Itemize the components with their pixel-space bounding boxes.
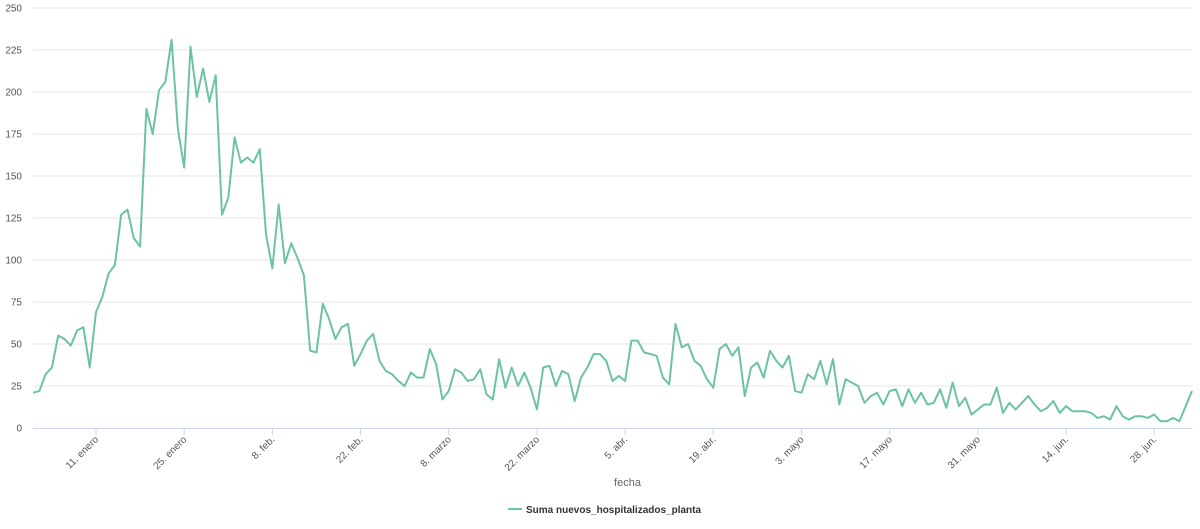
x-tick-label: 3. mayo: [774, 434, 807, 467]
y-axis-ticks: 0 25 50 75 100 125 150 175 200 225 250: [5, 4, 22, 435]
y-tick-label: 100: [5, 256, 22, 267]
x-tick-label: 14. jun.: [1040, 434, 1071, 465]
y-tick-label: 0: [16, 424, 22, 435]
x-tick-label: 22. feb.: [334, 434, 365, 465]
y-tick-label: 25: [11, 382, 23, 393]
x-tick-label: 8. marzo: [419, 434, 455, 470]
x-tick-label: 31. mayo: [946, 434, 983, 471]
x-tick-label: 8. feb.: [250, 434, 277, 461]
x-tick-label: 11. enero: [64, 434, 101, 471]
x-tick-label: 22. marzo: [503, 434, 543, 474]
y-tick-label: 225: [5, 46, 22, 57]
y-tick-label: 250: [5, 4, 22, 15]
y-tick-label: 200: [5, 88, 22, 99]
x-tick-label: 5. abr.: [603, 434, 630, 461]
legend[interactable]: Suma nuevos_hospitalizados_planta: [508, 505, 701, 516]
x-tick-label: 25. enero: [152, 434, 190, 472]
y-tick-label: 175: [5, 130, 22, 141]
x-tick-label: 28. jun.: [1128, 434, 1159, 465]
x-axis-ticks: 11. enero 25. enero 8. feb. 22. feb. 8. marz…: [64, 428, 1159, 474]
x-tick-label: 19. abr.: [687, 434, 718, 465]
y-tick-label: 125: [5, 214, 22, 225]
y-tick-label: 50: [11, 340, 23, 351]
x-axis-label: fecha: [614, 477, 642, 489]
legend-label: Suma nuevos_hospitalizados_planta: [526, 505, 701, 516]
grid-lines: [33, 7, 1192, 387]
y-tick-label: 75: [11, 298, 23, 309]
series-line[interactable]: [32, 38, 1193, 423]
x-tick-label: 17. mayo: [858, 434, 895, 471]
y-tick-label: 150: [5, 172, 22, 183]
